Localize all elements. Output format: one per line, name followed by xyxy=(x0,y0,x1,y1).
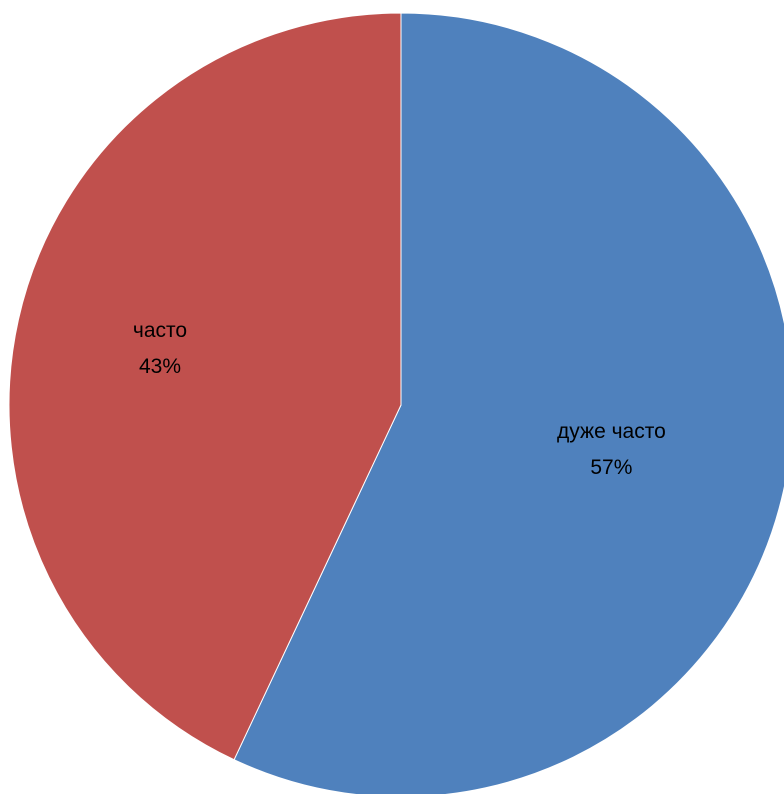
slice-percent-label: 57% xyxy=(590,456,632,479)
slice-percent-label: 43% xyxy=(139,355,181,378)
slice-category-label: часто xyxy=(133,319,187,342)
pie-slice xyxy=(8,12,402,761)
pie-slices xyxy=(8,12,784,794)
slice-category-label: дуже часто xyxy=(557,420,666,443)
pie-labels: дуже часто 57% часто 43% xyxy=(133,319,666,479)
